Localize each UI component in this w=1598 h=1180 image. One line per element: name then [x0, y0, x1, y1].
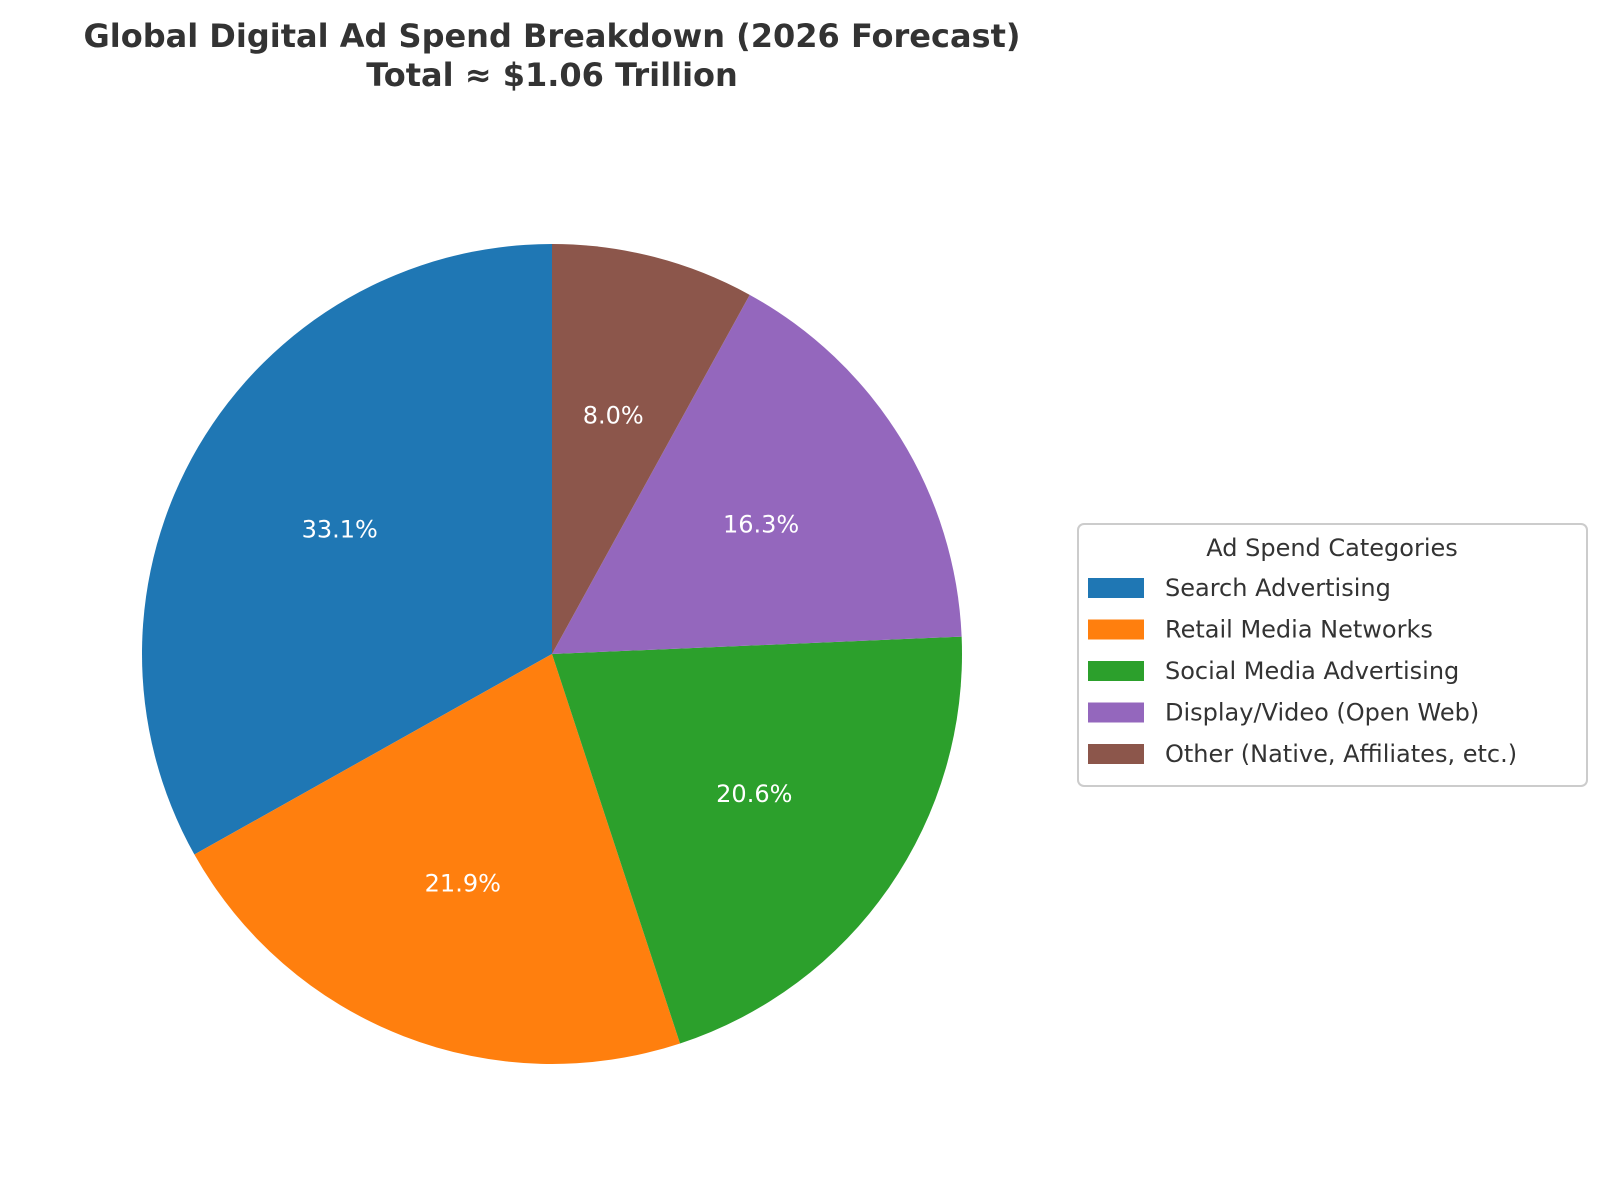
pie-slice-1 — [194, 654, 681, 1064]
pie-percent-label-3: 16.3% — [723, 510, 799, 538]
legend-swatch-1 — [1088, 619, 1144, 640]
legend-label-0: Search Advertising — [1165, 574, 1391, 602]
chart-title: Global Digital Ad Spend Breakdown (2026 … — [83, 17, 1020, 55]
pie-slice-3 — [552, 294, 962, 654]
pie-percent-label-0: 33.1% — [302, 516, 378, 544]
legend-label-2: Social Media Advertising — [1165, 657, 1459, 685]
pie-percent-label-2: 20.6% — [716, 780, 792, 808]
pie-slice-4 — [552, 244, 750, 654]
pie-slice-0 — [141, 244, 552, 855]
legend-swatch-3 — [1088, 702, 1144, 723]
legend-label-4: Other (Native, Affiliates, etc.) — [1165, 740, 1517, 768]
legend: Ad Spend Categories Search Advertising Re… — [1077, 523, 1588, 787]
legend-label-1: Retail Media Networks — [1165, 616, 1433, 644]
pie-percent-labels: 33.1% 21.9% 20.6% 16.3% 8.0% — [302, 402, 800, 898]
legend-frame — [1077, 523, 1588, 787]
legend-title: Ad Spend Categories — [1206, 534, 1458, 562]
pie-slice-2 — [552, 636, 962, 1044]
pie-slices — [141, 244, 962, 1064]
legend-swatch-2 — [1088, 661, 1144, 681]
legend-items: Search Advertising Retail Media Networks S… — [1088, 574, 1517, 768]
legend-label-3: Display/Video (Open Web) — [1165, 699, 1479, 727]
pie-percent-label-4: 8.0% — [583, 402, 644, 430]
chart-subtitle: Total ≈ $1.06 Trillion — [366, 56, 738, 94]
legend-swatch-0 — [1088, 578, 1144, 598]
pie-percent-label-1: 21.9% — [425, 869, 501, 897]
legend-swatch-4 — [1088, 744, 1144, 764]
